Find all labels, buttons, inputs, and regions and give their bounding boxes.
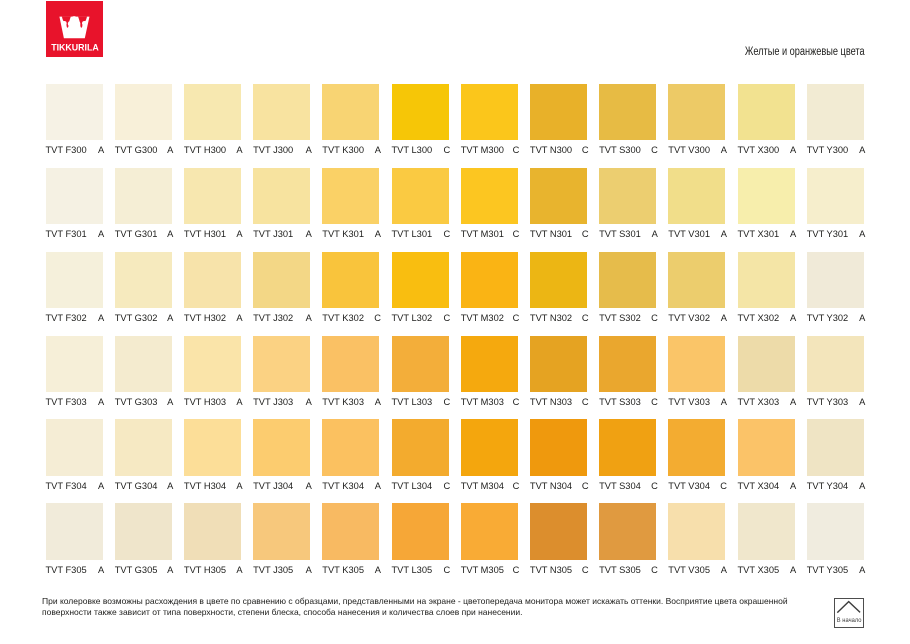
svg-text:TIKKURILA: TIKKURILA: [51, 42, 99, 52]
